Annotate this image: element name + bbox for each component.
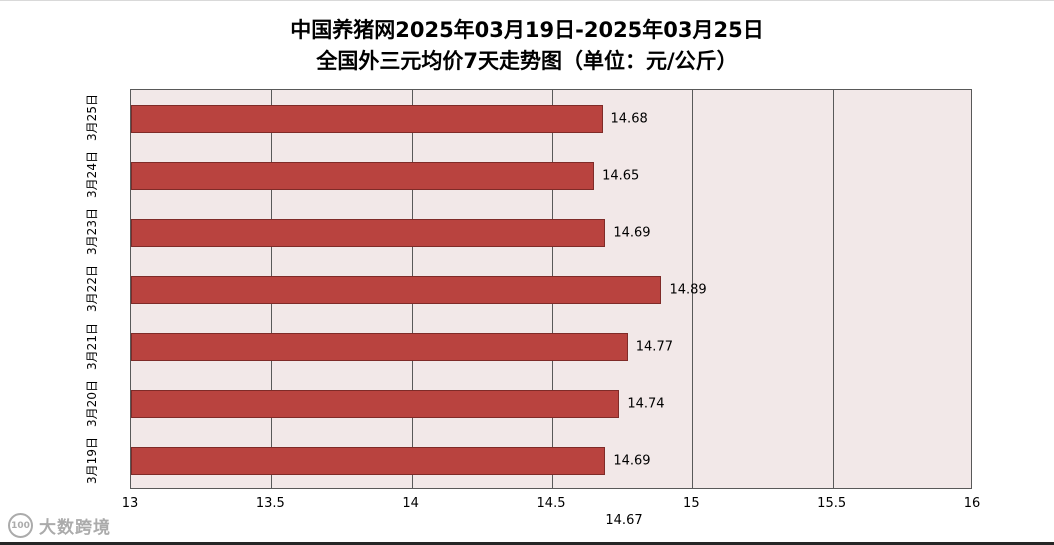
x-tick-label: 16 (963, 496, 981, 511)
bar (131, 390, 620, 419)
bar (131, 447, 606, 476)
x-tick-label: 14.5 (536, 496, 566, 511)
bar-value-label: 14.77 (635, 339, 673, 355)
bar-value-label: 14.69 (613, 453, 651, 469)
watermark-text: 大数跨境 (39, 518, 111, 538)
gridline (692, 90, 694, 488)
y-tick-label: 3月25日 (84, 94, 99, 142)
x-axis-bottom-label: 14.67 (605, 513, 643, 528)
y-tick-label: 3月21日 (84, 322, 99, 370)
bar-value-label: 14.69 (613, 225, 651, 241)
x-tick-label: 15.5 (817, 496, 847, 511)
watermark-logo-icon: 100 (8, 513, 33, 538)
bar (131, 218, 606, 247)
x-tick-label: 14 (402, 496, 419, 511)
x-tick-label: 15 (683, 496, 700, 511)
bar (131, 104, 603, 133)
bar (131, 276, 662, 304)
y-tick-label: 3月20日 (84, 379, 99, 427)
bar-value-label: 14.89 (669, 282, 707, 298)
y-tick-label: 3月24日 (84, 151, 99, 199)
y-tick-label: 3月19日 (84, 436, 99, 484)
bottom-border (0, 542, 1054, 545)
x-tick-label: 13.5 (255, 496, 285, 511)
watermark: 100 大数跨境 (8, 513, 111, 538)
watermark-logo-text: 100 (11, 520, 30, 531)
y-axis-labels: 3月25日 3月24日 3月23日 3月22日 3月21日 3月20日 3月19日 (60, 89, 122, 489)
gridline (832, 90, 834, 488)
y-tick-label: 3月23日 (84, 208, 99, 256)
y-tick-label: 3月22日 (84, 265, 99, 313)
bar (131, 161, 595, 190)
bar-value-label: 14.65 (602, 168, 640, 184)
chart-title-line1: 中国养猪网2025年03月19日-2025年03月25日 (290, 18, 764, 42)
chart-title-line2: 全国外三元均价7天走势图（单位：元/公斤） (316, 49, 738, 73)
x-tick-label: 13 (121, 496, 139, 511)
bar-value-label: 14.74 (627, 396, 665, 412)
bar-value-label: 14.68 (610, 111, 648, 127)
plot-area: 14.68 14.65 14.69 14.89 14.77 14.74 14.69 (130, 89, 972, 489)
bar (131, 333, 628, 362)
x-axis-labels: 13 13.5 14 14.5 15 15.5 16 (122, 496, 981, 512)
chart-title: 中国养猪网2025年03月19日-2025年03月25日 全国外三元均价7天走势… (0, 15, 1054, 77)
